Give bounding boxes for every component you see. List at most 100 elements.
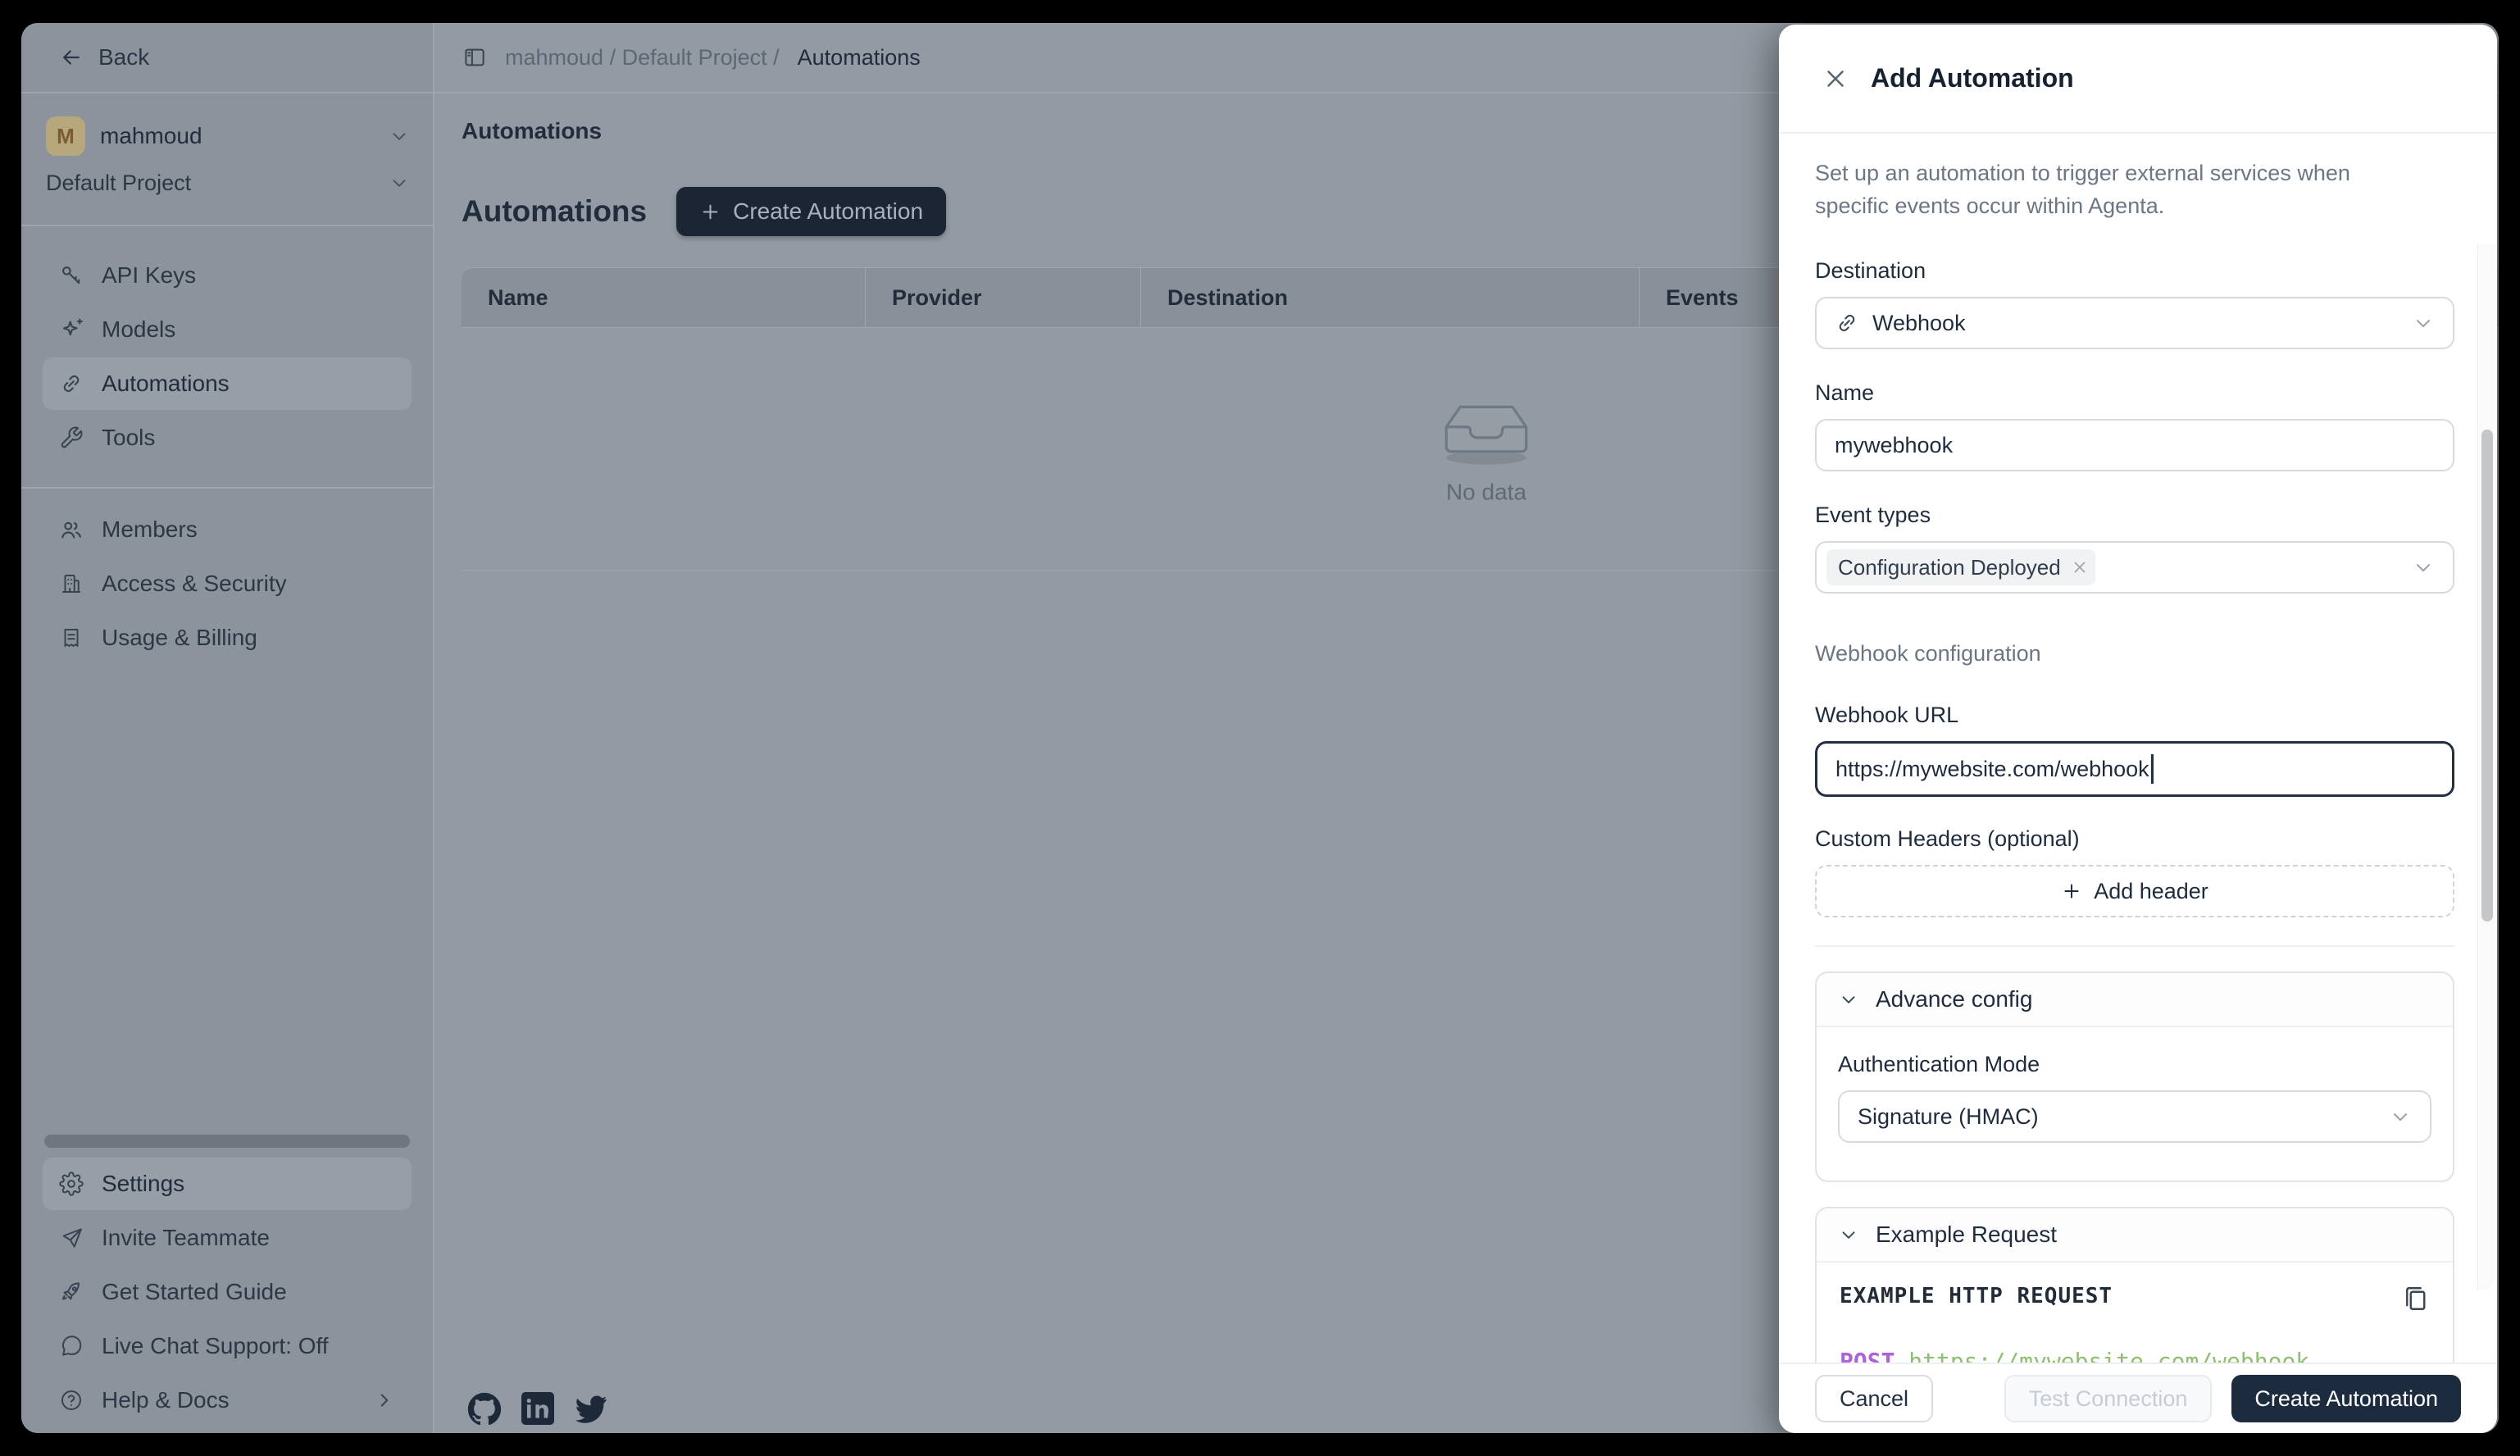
project-switcher[interactable]: Default Project [46, 161, 410, 205]
breadcrumb-current: Automations [797, 44, 921, 70]
avatar: M [46, 116, 85, 156]
name-input[interactable]: mywebhook [1815, 419, 2454, 471]
add-header-button[interactable]: Add header [1815, 865, 2454, 917]
auth-mode-label: Authentication Mode [1838, 1052, 2040, 1076]
webhook-configuration-label: Webhook configuration [1815, 641, 2041, 666]
sidebar-item-label: API Keys [102, 262, 197, 288]
link-icon [1835, 311, 1859, 335]
divider [1815, 945, 2454, 947]
drawer-description: Set up an automation to trigger external… [1815, 161, 2350, 218]
create-automation-button[interactable]: Create Automation [676, 187, 947, 236]
drawer-title: Add Automation [1871, 63, 2074, 93]
custom-headers-label: Custom Headers (optional) [1815, 826, 2080, 851]
drawer-header: Add Automation [1779, 25, 2497, 134]
arrow-left-icon [59, 45, 84, 70]
chevron-down-icon [2412, 312, 2435, 334]
example-request-panel: Example Request EXAMPLE HTTP REQUEST POS… [1815, 1207, 2454, 1363]
back-label: Back [98, 44, 150, 70]
chat-icon [59, 1334, 84, 1358]
drawer-footer: Cancel Test Connection Create Automation [1779, 1363, 2497, 1433]
sidebar-item-label: Models [102, 316, 176, 342]
drawer-scrollbar-thumb[interactable] [2481, 430, 2493, 921]
event-types-select[interactable]: Configuration Deployed [1815, 541, 2454, 594]
event-type-tag: Configuration Deployed [1826, 549, 2095, 585]
chevron-down-icon [1838, 989, 1859, 1010]
sidebar-item-models[interactable]: Models [43, 303, 412, 356]
webhook-url-label: Webhook URL [1815, 703, 1959, 727]
sidebar-toggle-icon[interactable] [462, 45, 487, 70]
divider [21, 487, 433, 489]
rocket-icon [59, 1280, 84, 1304]
key-icon [59, 263, 84, 288]
close-icon[interactable] [1822, 65, 1849, 93]
sidebar-item-access-security[interactable]: Access & Security [43, 557, 412, 610]
sidebar-item-label: Help & Docs [102, 1387, 230, 1413]
receipt-icon [59, 626, 84, 650]
create-automation-submit-button[interactable]: Create Automation [2231, 1375, 2461, 1422]
advance-config-title: Advance config [1876, 986, 2033, 1012]
empty-inbox-icon [1444, 405, 1528, 465]
users-icon [59, 517, 84, 542]
breadcrumb-prefix[interactable]: mahmoud / Default Project / [505, 44, 780, 70]
sidebar-item-label: Access & Security [102, 571, 287, 596]
sidebar-item-tools[interactable]: Tools [43, 412, 412, 464]
chevron-down-icon [2412, 556, 2435, 579]
name-value: mywebhook [1835, 432, 1954, 457]
sidebar-item-label: Get Started Guide [102, 1279, 287, 1304]
column-header-provider[interactable]: Provider [866, 268, 1141, 327]
nav-bottom: Settings Invite Teammate Get Started Gui… [21, 1135, 433, 1433]
sidebar-item-api-keys[interactable]: API Keys [43, 249, 412, 302]
name-label: Name [1815, 380, 1875, 405]
chevron-down-icon [2389, 1105, 2412, 1128]
sidebar-item-label: Invite Teammate [102, 1225, 270, 1250]
sidebar-item-get-started-guide[interactable]: Get Started Guide [43, 1266, 412, 1318]
test-connection-button[interactable]: Test Connection [2004, 1375, 2213, 1422]
sidebar-item-label: Automations [102, 371, 230, 396]
sidebar-item-settings[interactable]: Settings [43, 1158, 412, 1210]
destination-label: Destination [1815, 258, 1926, 283]
column-header-destination[interactable]: Destination [1141, 268, 1640, 327]
twitter-icon[interactable] [574, 1392, 608, 1426]
destination-select[interactable]: Webhook [1815, 297, 2454, 349]
table-body: No data [462, 328, 2499, 571]
column-header-events[interactable]: Events [1666, 284, 1739, 310]
text-caret [2150, 754, 2154, 784]
breadcrumb: mahmoud / Default Project / Automations [434, 23, 2499, 93]
back-button[interactable]: Back [21, 23, 433, 93]
help-icon [59, 1388, 84, 1413]
sidebar-item-invite-teammate[interactable]: Invite Teammate [43, 1212, 412, 1264]
gear-icon [59, 1172, 84, 1196]
page-title: Automations [462, 118, 603, 143]
sidebar-item-usage-billing[interactable]: Usage & Billing [43, 612, 412, 664]
code-heading: EXAMPLE HTTP REQUEST [1840, 1284, 2113, 1308]
copy-icon[interactable] [2400, 1284, 2430, 1313]
auth-mode-value: Signature (HMAC) [1858, 1103, 2039, 1129]
sidebar-item-automations[interactable]: Automations [43, 357, 412, 410]
example-request-header[interactable]: Example Request [1817, 1208, 2453, 1263]
column-header-name[interactable]: Name [462, 268, 866, 327]
nav-secondary: Members Access & Security Usage & Billin… [21, 495, 433, 672]
event-types-label: Event types [1815, 503, 1931, 527]
remove-tag-icon[interactable] [2071, 558, 2089, 576]
workspace-switcher[interactable]: M mahmoud [46, 111, 410, 161]
sidebar-item-label: Settings [102, 1171, 185, 1196]
github-icon[interactable] [467, 1392, 502, 1426]
auth-mode-select[interactable]: Signature (HMAC) [1838, 1090, 2431, 1143]
link-icon [59, 371, 84, 396]
webhook-url-input[interactable]: https://mywebsite.com/webhook [1815, 741, 2454, 797]
advance-config-header[interactable]: Advance config [1817, 973, 2453, 1027]
sidebar-scrollbar[interactable] [44, 1135, 410, 1148]
project-name: Default Project [46, 170, 192, 195]
linkedin-icon[interactable] [521, 1392, 554, 1426]
drawer-scrollbar[interactable] [2477, 244, 2495, 1290]
nav-primary: API Keys Models Automations Tools [21, 226, 433, 472]
destination-value: Webhook [1872, 310, 1966, 335]
workspace-name: mahmoud [100, 123, 202, 148]
cancel-button[interactable]: Cancel [1815, 1375, 1934, 1422]
sidebar-item-members[interactable]: Members [43, 503, 412, 556]
sidebar-item-live-chat-support[interactable]: Live Chat Support: Off [43, 1320, 412, 1372]
add-automation-drawer: Add Automation Set up an automation to t… [1779, 25, 2497, 1433]
sidebar-item-help-docs[interactable]: Help & Docs [43, 1374, 412, 1426]
social-links [467, 1392, 608, 1426]
building-icon [59, 571, 84, 596]
